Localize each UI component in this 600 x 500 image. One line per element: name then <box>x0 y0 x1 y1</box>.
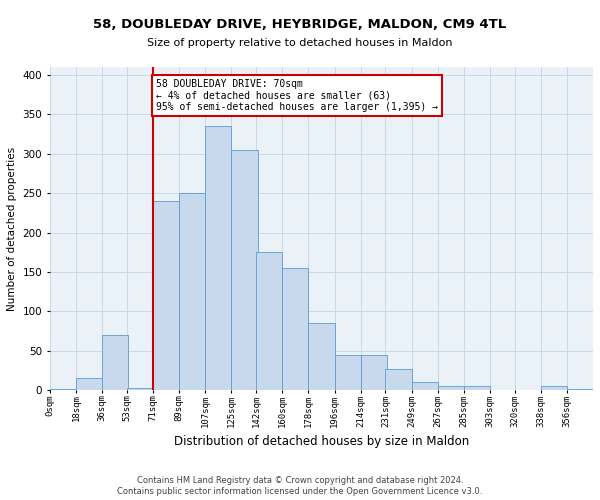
Text: Contains HM Land Registry data © Crown copyright and database right 2024.: Contains HM Land Registry data © Crown c… <box>137 476 463 485</box>
Text: Contains public sector information licensed under the Open Government Licence v3: Contains public sector information licen… <box>118 487 482 496</box>
Bar <box>127 388 153 390</box>
Bar <box>76 378 102 390</box>
Bar <box>541 386 567 390</box>
Text: Size of property relative to detached houses in Maldon: Size of property relative to detached ho… <box>147 38 453 48</box>
Bar <box>102 335 128 390</box>
Bar <box>153 201 179 390</box>
Bar <box>464 386 490 390</box>
Bar <box>361 355 387 390</box>
Bar <box>412 382 437 390</box>
Bar <box>205 126 232 390</box>
Bar <box>567 388 593 390</box>
Text: 58 DOUBLEDAY DRIVE: 70sqm
← 4% of detached houses are smaller (63)
95% of semi-d: 58 DOUBLEDAY DRIVE: 70sqm ← 4% of detach… <box>156 79 438 112</box>
Bar <box>232 150 257 390</box>
Bar <box>282 268 308 390</box>
Bar <box>385 369 412 390</box>
Bar <box>50 388 76 390</box>
X-axis label: Distribution of detached houses by size in Maldon: Distribution of detached houses by size … <box>174 435 469 448</box>
Bar <box>179 193 205 390</box>
Text: 58, DOUBLEDAY DRIVE, HEYBRIDGE, MALDON, CM9 4TL: 58, DOUBLEDAY DRIVE, HEYBRIDGE, MALDON, … <box>94 18 506 30</box>
Bar <box>256 252 282 390</box>
Bar <box>308 324 335 390</box>
Y-axis label: Number of detached properties: Number of detached properties <box>7 146 17 310</box>
Bar <box>335 355 361 390</box>
Bar <box>437 386 464 390</box>
